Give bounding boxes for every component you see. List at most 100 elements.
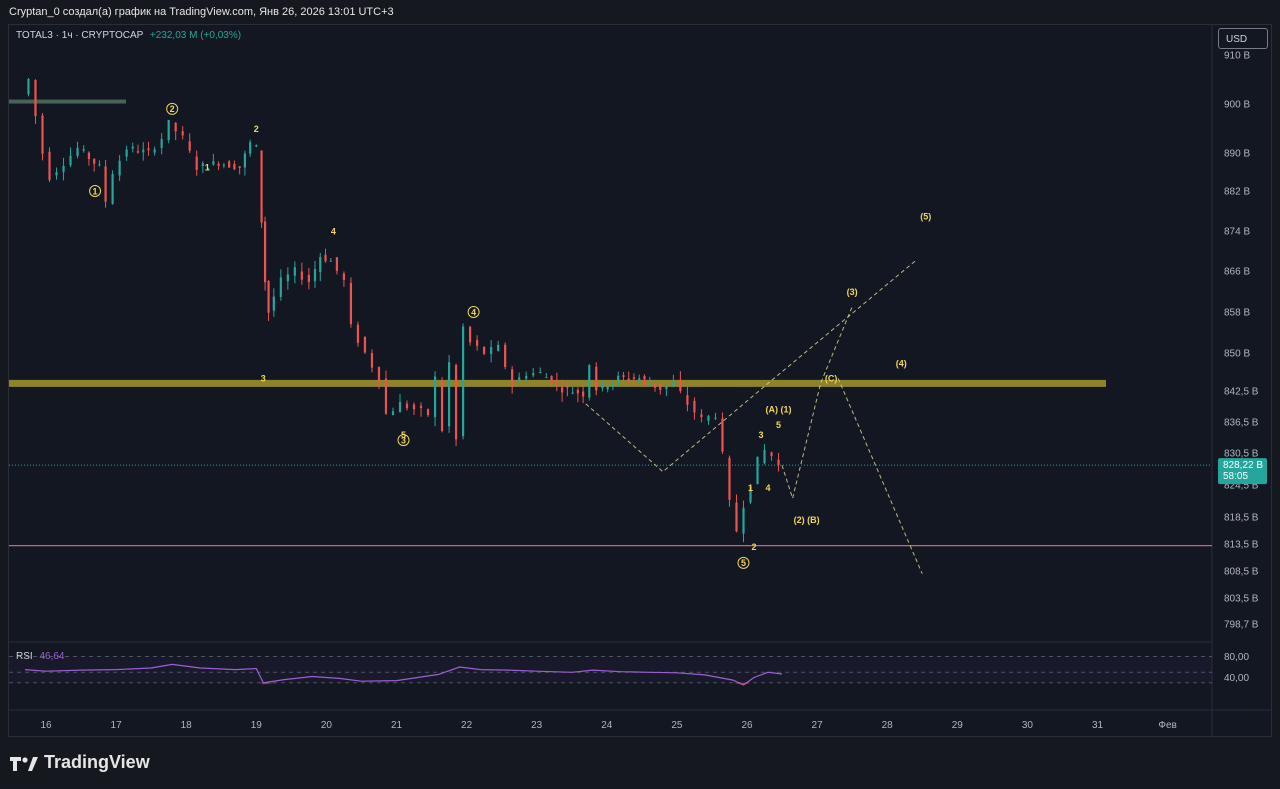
brand-name: TradingView xyxy=(44,752,150,772)
candle-body xyxy=(582,391,585,397)
candle-body xyxy=(622,375,625,377)
candle-body xyxy=(561,387,564,393)
candle-body xyxy=(335,257,339,271)
time-tick-label: 17 xyxy=(111,720,123,731)
candle-body xyxy=(643,376,646,380)
candle-body xyxy=(222,164,225,166)
candle-body xyxy=(539,371,542,373)
time-tick-label: 20 xyxy=(321,720,333,731)
wave-label: 1 xyxy=(748,483,753,493)
wave-label: 2 xyxy=(752,542,757,552)
candle-body xyxy=(617,375,620,383)
wave-label-circle xyxy=(166,102,179,115)
candle-body xyxy=(153,149,156,153)
time-tick-label: 25 xyxy=(671,720,683,731)
candle-body xyxy=(370,353,374,368)
candle-body xyxy=(433,376,437,418)
candle-body xyxy=(160,139,163,148)
price-tick-label: 866 B xyxy=(1224,267,1250,278)
candle-body xyxy=(82,149,85,151)
wave-label: 1 xyxy=(93,186,98,196)
candle-body xyxy=(319,257,322,273)
candle-body xyxy=(545,377,548,379)
candle-body xyxy=(136,151,140,153)
chart-caption: Cryptan_0 создал(а) график на TradingVie… xyxy=(0,0,1280,24)
candle-body xyxy=(125,149,128,157)
candle-body xyxy=(228,161,231,168)
candle-body xyxy=(707,415,710,421)
rsi-band xyxy=(9,656,1212,683)
time-tick-label: 27 xyxy=(812,720,824,731)
candle-body xyxy=(611,382,615,387)
candle-body xyxy=(601,382,604,389)
candle-body xyxy=(391,411,395,416)
candle-body xyxy=(728,457,731,500)
candle-body xyxy=(686,395,689,405)
candle-body xyxy=(98,164,101,166)
candle-body xyxy=(555,381,558,384)
candle-body xyxy=(721,418,724,452)
candle-body xyxy=(131,146,134,149)
candle-body xyxy=(504,344,507,367)
candle-body xyxy=(490,346,493,354)
wave-label: 3 xyxy=(401,435,406,445)
candle-body xyxy=(627,378,630,381)
wave-label: 4 xyxy=(766,483,771,493)
time-tick-label: Фев xyxy=(1158,720,1176,731)
candle-body xyxy=(118,160,121,176)
candle-body xyxy=(201,163,204,167)
wave-label: (C) xyxy=(825,374,838,384)
time-tick-label: 26 xyxy=(741,720,753,731)
candle-body xyxy=(632,377,636,379)
candle-body xyxy=(76,147,79,156)
candle-body xyxy=(255,145,258,147)
candle-body xyxy=(377,367,381,383)
forecast-path xyxy=(585,260,916,473)
rsi-legend[interactable]: RSI 46,64 xyxy=(16,651,64,662)
rsi-oversold-fill xyxy=(259,682,278,685)
candle-body xyxy=(111,174,114,204)
price-tick-label: 842,5 B xyxy=(1224,387,1259,398)
time-tick-label: 22 xyxy=(461,720,473,731)
price-tick-label: 818,5 B xyxy=(1224,513,1259,524)
rsi-oversold-fill xyxy=(732,682,751,685)
candle-body xyxy=(363,336,367,353)
candle-body xyxy=(356,324,360,343)
forecast-path xyxy=(781,306,853,501)
symbol-change: +232,03 M (+0,03%) xyxy=(149,30,242,41)
upper-zone xyxy=(9,99,126,104)
candle-body xyxy=(207,168,210,170)
wave-label: 5 xyxy=(776,420,781,430)
wave-label: 4 xyxy=(331,226,336,236)
candle-body xyxy=(571,392,574,394)
price-tick-label: 808,5 B xyxy=(1224,567,1259,578)
tradingview-watermark: TradingView xyxy=(10,752,150,773)
candle-body xyxy=(181,131,184,136)
currency-button[interactable]: USD xyxy=(1218,28,1268,49)
candle-body xyxy=(384,378,388,414)
candle-body xyxy=(34,79,37,117)
price-tick-label: 836,5 B xyxy=(1224,418,1259,429)
wave-label: 2 xyxy=(254,124,259,134)
candle-body xyxy=(653,384,657,388)
candle-body xyxy=(104,166,107,202)
candle-body xyxy=(476,340,479,346)
candle-body xyxy=(279,277,282,297)
price-tick-label: 798,7 B xyxy=(1224,620,1259,631)
candle-body xyxy=(440,380,444,431)
symbol-info[interactable]: TOTAL3 · 1ч · CRYPTOCAP +232,03 M (+0,03… xyxy=(16,30,241,41)
candle-body xyxy=(461,326,465,437)
candle-body xyxy=(93,158,96,164)
candle-body xyxy=(272,296,275,311)
price-tick-label: 900 B xyxy=(1224,100,1250,111)
candle-body xyxy=(167,120,170,141)
candle-body xyxy=(263,221,267,283)
candle-body xyxy=(606,386,609,390)
price-tick-label: 850 B xyxy=(1224,349,1250,360)
candle-body xyxy=(693,400,696,413)
candle-body xyxy=(426,409,430,415)
candle-body xyxy=(588,365,591,398)
candle-body xyxy=(659,384,662,390)
candle-body xyxy=(329,260,332,262)
